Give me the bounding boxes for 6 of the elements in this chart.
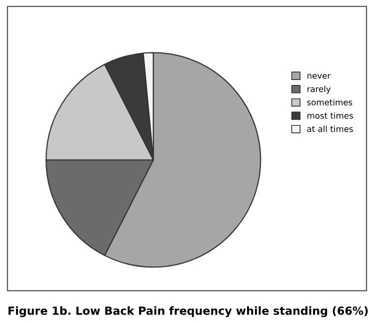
legend-label: rarely	[307, 86, 331, 94]
legend-label: sometimes	[307, 98, 352, 106]
legend-label: most times	[307, 112, 353, 119]
legend-label: at all times	[307, 126, 353, 132]
legend-label: never	[307, 74, 331, 79]
caption: Figure 1b. Low Back Pain frequency while standing (66%)	[8, 306, 368, 318]
